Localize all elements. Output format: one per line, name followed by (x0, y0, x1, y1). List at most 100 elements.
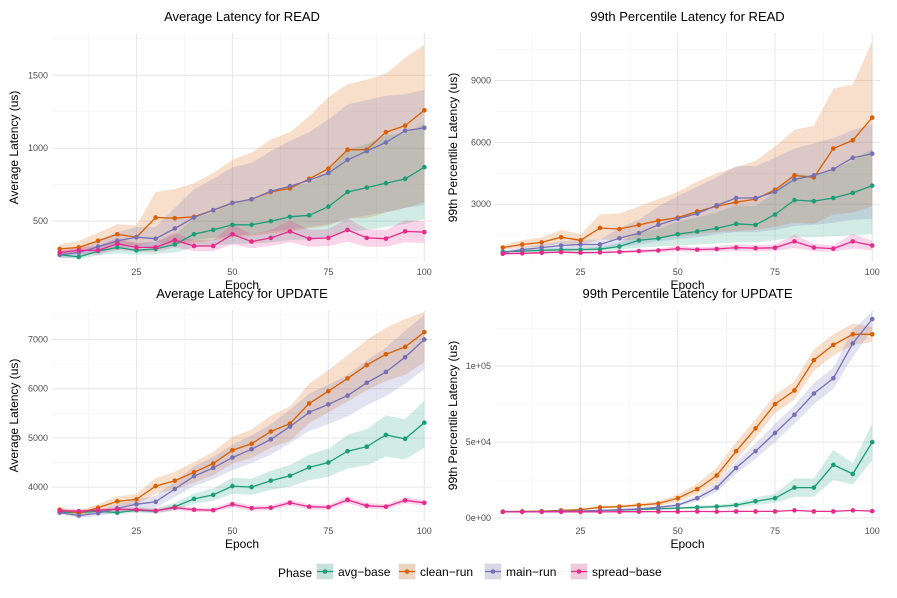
data-point (345, 393, 350, 398)
data-point (675, 495, 681, 501)
y-tick-label: 500 (33, 216, 48, 226)
data-point (597, 225, 603, 231)
data-point (831, 342, 836, 348)
series-line-clean−run (502, 333, 873, 513)
data-point (733, 199, 739, 205)
data-point (675, 231, 681, 237)
data-point (500, 509, 506, 515)
data-point (402, 123, 408, 128)
chart-panel-1: 25 50 75 100 500 1000 1500 Average Latency for … (7, 9, 432, 292)
data-point (268, 188, 274, 194)
data-point (383, 140, 389, 145)
data-point (792, 173, 797, 178)
series-line-avg−base (59, 422, 425, 514)
data-point (656, 218, 661, 224)
data-point (172, 505, 178, 511)
data-point (675, 216, 681, 221)
series-line-spread−base (502, 509, 873, 513)
data-point (733, 448, 739, 454)
x-tick-label: 25 (131, 526, 141, 536)
series-line-spread−base (59, 229, 425, 254)
data-point (422, 420, 427, 425)
data-point (230, 455, 235, 460)
data-point (402, 176, 408, 182)
data-point (753, 222, 758, 228)
legend-item-main−run: main−run (484, 563, 556, 580)
ribbon-main−run (502, 123, 873, 254)
data-point (636, 509, 642, 515)
data-point (76, 513, 82, 518)
data-point (172, 226, 178, 231)
chart-title: Average Latency for READ (164, 9, 320, 24)
data-point (656, 509, 661, 514)
x-tick-label: 100 (865, 526, 880, 536)
ribbon-main−run (59, 89, 425, 259)
data-point (249, 196, 254, 202)
data-point (694, 247, 700, 252)
data-point (114, 245, 120, 250)
data-point (114, 241, 120, 247)
y-tick-label: 4000 (28, 482, 48, 492)
data-point (153, 483, 158, 489)
data-point (210, 207, 216, 213)
x-tick-label: 75 (323, 526, 333, 536)
data-point (656, 222, 661, 228)
data-point (191, 470, 197, 475)
legend-key-point (576, 569, 582, 574)
x-tick-label: 25 (576, 526, 586, 536)
data-point (383, 236, 389, 241)
data-point (617, 235, 622, 241)
data-point (249, 441, 254, 447)
data-point (617, 509, 622, 515)
data-point (714, 202, 719, 208)
x-tick-label: 50 (673, 267, 683, 277)
data-point (675, 502, 681, 508)
y-axis-label: 99th Percentile Latency (us) (446, 73, 460, 222)
data-point (753, 509, 758, 514)
data-point (831, 462, 836, 468)
data-point (76, 508, 82, 514)
data-point (422, 164, 427, 170)
data-point (326, 204, 331, 209)
data-point (558, 249, 564, 255)
data-point (287, 500, 293, 506)
data-point (364, 148, 370, 154)
data-point (249, 505, 254, 511)
data-point (656, 235, 661, 241)
data-point (172, 486, 178, 492)
data-point (114, 506, 120, 512)
y-tick-label: 5000 (28, 433, 48, 443)
data-point (772, 495, 778, 501)
data-point (210, 492, 216, 498)
data-point (383, 129, 389, 135)
data-point (76, 248, 82, 253)
data-point (869, 151, 875, 156)
data-point (539, 240, 544, 245)
data-point (539, 250, 544, 256)
data-point (191, 215, 197, 220)
data-point (811, 391, 817, 396)
data-point (869, 316, 875, 322)
data-point (153, 215, 158, 220)
data-point (57, 508, 62, 513)
data-point (811, 509, 817, 514)
data-point (345, 227, 350, 233)
x-tick-label: 100 (865, 267, 880, 277)
data-point (114, 231, 120, 237)
data-point (172, 478, 178, 483)
data-point (345, 497, 350, 503)
data-point (656, 248, 661, 253)
data-point (364, 185, 370, 190)
y-tick-label: 0e+00 (466, 513, 491, 523)
data-point (733, 509, 739, 514)
legend-title: Phase (278, 566, 312, 580)
data-point (268, 505, 274, 511)
data-point (694, 495, 700, 501)
data-point (191, 231, 197, 237)
data-point (402, 436, 408, 442)
series-line-main−run (502, 318, 873, 513)
data-point (850, 137, 856, 143)
data-point (656, 501, 661, 506)
x-axis-label: Epoch (670, 537, 704, 551)
data-point (210, 461, 216, 466)
